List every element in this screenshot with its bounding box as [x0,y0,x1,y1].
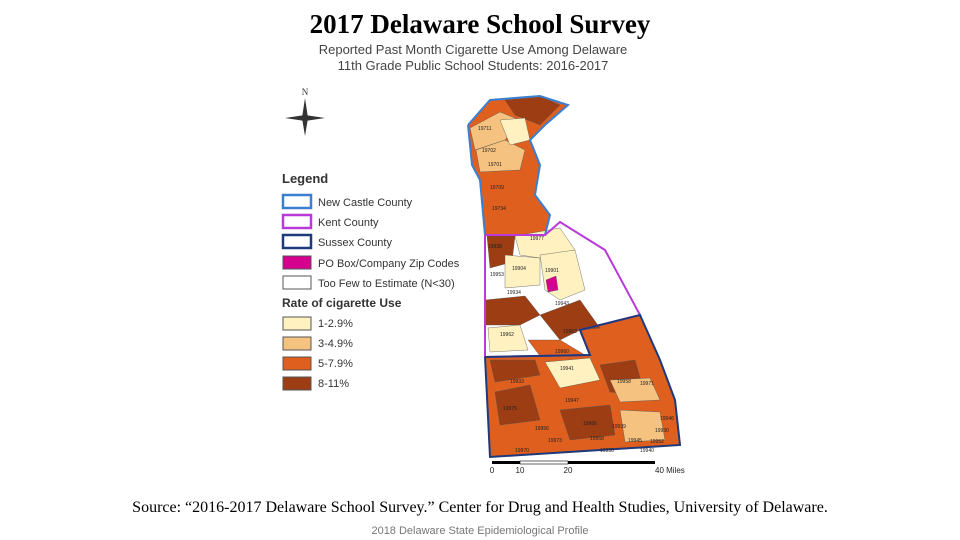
scale-label: 40 Miles [655,466,685,475]
legend-label: New Castle County [318,197,413,209]
north-arrow: N [285,87,325,136]
source-note: Source: “2016-2017 Delaware School Surve… [132,499,828,516]
map-title: 11th Grade Public School Students: 2016-… [338,58,609,73]
zip-label: 19962 [500,332,514,338]
zip-label: 19702 [482,148,496,154]
slide-title: 2017 Delaware School Survey [310,9,651,39]
legend-label: Too Few to Estimate (N<30) [318,278,455,290]
legend-label: 3-4.9% [318,338,353,350]
zip-label: 19701 [488,162,502,168]
zip-label: 19711 [478,126,492,132]
zip-label: 19952 [650,439,664,445]
zip-label: 19709 [490,185,504,191]
map-title: Reported Past Month Cigarette Use Among … [319,42,628,57]
scale-label: 20 [564,466,573,475]
zip-label: 19977 [530,236,544,242]
zip-label: 19968 [590,436,604,442]
legend: New Castle County Kent County Sussex Cou… [281,193,460,391]
legend-label: Kent County [318,217,379,229]
zip-label: 19943 [555,301,569,307]
zip-label: 19970 [515,448,529,454]
zip-label: 19904 [512,266,526,272]
map: 19711 19702 19701 19709 19734 19977 19938 19953… [467,94,682,459]
zip-label: 19930 [655,428,669,434]
zip-label: 19973 [548,438,562,444]
zip-label: 19953 [490,272,504,278]
legend-title: Legend [282,171,328,186]
zip-label: 19945 [628,438,642,444]
zip-label: 19933 [510,379,524,385]
zip-label: 19901 [545,268,559,274]
legend-label: 5-7.9% [318,358,353,370]
footer: 2018 Delaware State Epidemiological Prof… [371,525,588,537]
legend-label: Sussex County [318,237,392,249]
north-label: N [302,87,309,97]
zip-label: 19950 [600,448,614,454]
zip-label: 19940 [640,448,654,454]
legend-label: 8-11% [318,378,349,390]
zip-label: 19946 [660,416,674,422]
zip-label: 19939 [612,424,626,430]
zip-label: 19975 [503,406,517,412]
zip-label: 19963 [563,329,577,335]
zip-label: 19934 [507,290,521,296]
zip-label: 19966 [583,421,597,427]
zip-label: 19938 [488,244,502,250]
zip-label: 19941 [560,366,574,372]
legend-label: PO Box/Company Zip Codes [318,258,460,270]
zip-label: 19958 [617,379,631,385]
zip-label: 19960 [555,349,569,355]
scale-bar: 0 10 20 40 Miles [490,460,685,475]
zip-label: 19734 [492,206,506,212]
zip-label: 19956 [535,426,549,432]
zip-label: 19947 [565,398,579,404]
legend-subtitle: Rate of cigarette Use [282,296,402,310]
legend-label: 1-2.9% [318,318,353,330]
zip-label: 19971 [640,381,654,387]
scale-label: 10 [516,466,525,475]
scale-label: 0 [490,466,495,475]
